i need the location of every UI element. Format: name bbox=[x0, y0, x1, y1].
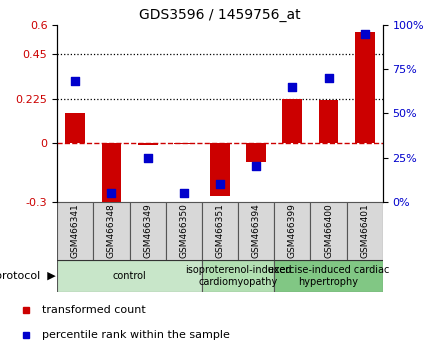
Text: control: control bbox=[113, 271, 147, 281]
Text: GSM466341: GSM466341 bbox=[71, 204, 80, 258]
Point bbox=[144, 155, 151, 160]
Text: protocol  ▶: protocol ▶ bbox=[0, 271, 55, 281]
Text: GSM466400: GSM466400 bbox=[324, 204, 333, 258]
Point bbox=[253, 164, 260, 169]
Bar bbox=[129, 202, 166, 260]
Point bbox=[180, 190, 187, 196]
Bar bbox=[282, 98, 302, 143]
Text: GSM466399: GSM466399 bbox=[288, 204, 297, 258]
Bar bbox=[319, 101, 338, 143]
Text: GSM466394: GSM466394 bbox=[252, 204, 260, 258]
Point bbox=[361, 31, 368, 36]
Point bbox=[216, 181, 224, 187]
Title: GDS3596 / 1459756_at: GDS3596 / 1459756_at bbox=[139, 8, 301, 22]
Text: GSM466349: GSM466349 bbox=[143, 204, 152, 258]
Text: GSM466351: GSM466351 bbox=[216, 204, 224, 258]
Text: exercise-induced cardiac
hypertrophy: exercise-induced cardiac hypertrophy bbox=[268, 265, 389, 287]
Text: GSM466401: GSM466401 bbox=[360, 204, 369, 258]
Bar bbox=[355, 32, 375, 143]
Bar bbox=[202, 202, 238, 260]
Bar bbox=[238, 202, 274, 260]
Bar bbox=[174, 143, 194, 144]
Bar bbox=[202, 260, 274, 292]
Point bbox=[289, 84, 296, 90]
Text: GSM466348: GSM466348 bbox=[107, 204, 116, 258]
Bar bbox=[274, 260, 383, 292]
Bar bbox=[102, 143, 121, 207]
Text: isoproterenol-induced
cardiomyopathy: isoproterenol-induced cardiomyopathy bbox=[185, 265, 291, 287]
Text: GSM466350: GSM466350 bbox=[180, 204, 188, 258]
Bar bbox=[311, 202, 347, 260]
Bar bbox=[347, 202, 383, 260]
Point bbox=[72, 79, 79, 84]
Bar bbox=[57, 260, 202, 292]
Bar bbox=[138, 143, 158, 145]
Bar bbox=[246, 143, 266, 162]
Bar bbox=[166, 202, 202, 260]
Bar bbox=[274, 202, 311, 260]
Point bbox=[108, 190, 115, 196]
Bar bbox=[57, 202, 93, 260]
Text: transformed count: transformed count bbox=[42, 305, 146, 315]
Bar bbox=[93, 202, 129, 260]
Text: percentile rank within the sample: percentile rank within the sample bbox=[42, 330, 230, 339]
Bar bbox=[210, 143, 230, 196]
Bar bbox=[66, 113, 85, 143]
Point bbox=[325, 75, 332, 81]
